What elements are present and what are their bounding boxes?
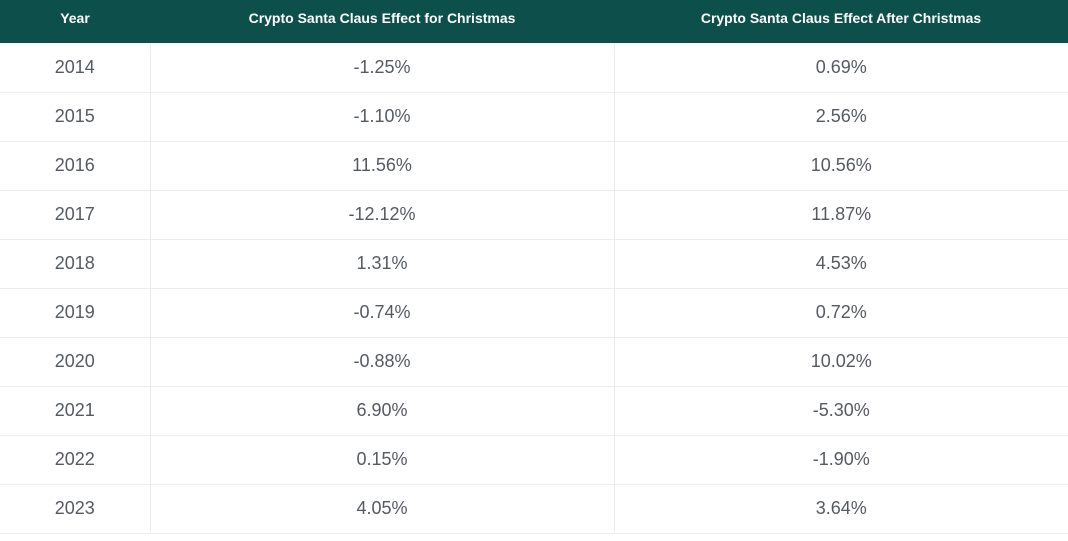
table-cell: -1.90% <box>613 435 1068 485</box>
table-row: 2021 6.90% -5.30% <box>0 386 1068 436</box>
table-cell: -1.25% <box>149 43 614 93</box>
table-row: 2022 0.15% -1.90% <box>0 435 1068 485</box>
table-row: 2018 1.31% 4.53% <box>0 239 1068 289</box>
table-row: 2014 -1.25% 0.69% <box>0 43 1068 93</box>
column-header: Year <box>0 0 150 43</box>
table-cell: 1.31% <box>149 239 614 289</box>
table-cell: 4.53% <box>613 239 1068 289</box>
table-cell: 2020 <box>0 337 150 387</box>
table-cell: 2018 <box>0 239 150 289</box>
table-cell: 2019 <box>0 288 150 338</box>
table-row: 2017 -12.12% 11.87% <box>0 190 1068 240</box>
table-cell: 2016 <box>0 141 150 191</box>
table-cell: 11.87% <box>613 190 1068 240</box>
header-row: Year Crypto Santa Claus Effect for Christ… <box>0 0 1068 43</box>
table-cell: 2015 <box>0 92 150 142</box>
table-cell: 10.56% <box>613 141 1068 191</box>
table-row: 2015 -1.10% 2.56% <box>0 92 1068 142</box>
table-row: 2016 11.56% 10.56% <box>0 141 1068 191</box>
table-cell: 11.56% <box>149 141 614 191</box>
table-cell: 2017 <box>0 190 150 240</box>
table-header: Year Crypto Santa Claus Effect for Christ… <box>0 0 1068 43</box>
table-cell: -12.12% <box>149 190 614 240</box>
table-cell: -1.10% <box>149 92 614 142</box>
table-cell: -5.30% <box>613 386 1068 436</box>
table-cell: 2023 <box>0 484 150 534</box>
table-cell: 2021 <box>0 386 150 436</box>
table-row: 2023 4.05% 3.64% <box>0 484 1068 534</box>
table-cell: 10.02% <box>613 337 1068 387</box>
table-body: 2014 -1.25% 0.69% 2015 -1.10% 2.56% 2016 11.56%… <box>0 43 1068 534</box>
table-cell: 2014 <box>0 43 150 93</box>
table-row: 2020 -0.88% 10.02% <box>0 337 1068 387</box>
table-cell: -0.74% <box>149 288 614 338</box>
table-cell: 3.64% <box>613 484 1068 534</box>
table-cell: 0.72% <box>613 288 1068 338</box>
table-cell: -0.88% <box>149 337 614 387</box>
table-cell: 2022 <box>0 435 150 485</box>
column-header: Crypto Santa Claus Effect After Christma… <box>614 0 1068 43</box>
table-cell: 0.69% <box>613 43 1068 93</box>
column-header: Crypto Santa Claus Effect for Christmas <box>150 0 614 43</box>
table-row: 2019 -0.74% 0.72% <box>0 288 1068 338</box>
table-cell: 6.90% <box>149 386 614 436</box>
table-cell: 4.05% <box>149 484 614 534</box>
table-cell: 0.15% <box>149 435 614 485</box>
table-cell: 2.56% <box>613 92 1068 142</box>
